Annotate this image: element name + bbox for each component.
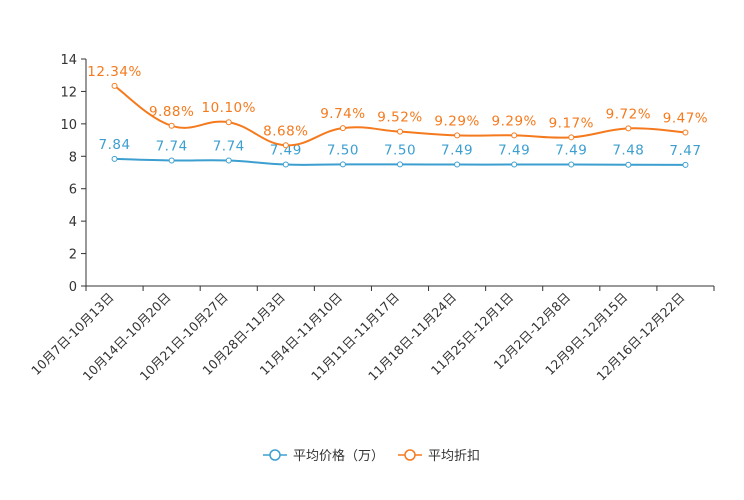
y-tick-label: 12 bbox=[60, 85, 77, 100]
data-label: 12.34% bbox=[87, 64, 141, 80]
data-label: 9.47% bbox=[663, 110, 708, 126]
data-point[interactable] bbox=[282, 161, 289, 168]
data-point[interactable] bbox=[168, 157, 175, 164]
y-tick-label: 14 bbox=[60, 53, 77, 68]
data-label: 7.50 bbox=[384, 142, 416, 158]
legend-label: 平均价格（万） bbox=[293, 448, 384, 464]
data-point[interactable] bbox=[454, 132, 461, 139]
data-point[interactable] bbox=[225, 157, 232, 164]
data-label: 7.74 bbox=[213, 139, 245, 155]
data-label: 8.68% bbox=[263, 123, 308, 139]
data-label: 7.84 bbox=[99, 137, 131, 153]
data-label: 9.52% bbox=[377, 110, 422, 126]
data-point[interactable] bbox=[682, 129, 689, 136]
data-label: 9.29% bbox=[434, 113, 479, 129]
data-point[interactable] bbox=[568, 134, 575, 141]
legend-swatch-marker[interactable] bbox=[404, 449, 416, 461]
data-point[interactable] bbox=[625, 125, 632, 132]
y-tick-label: 4 bbox=[69, 215, 77, 230]
y-tick-label: 8 bbox=[69, 150, 77, 165]
data-label: 9.72% bbox=[606, 106, 651, 122]
data-label: 7.49 bbox=[441, 143, 473, 159]
data-point[interactable] bbox=[111, 155, 118, 162]
data-point[interactable] bbox=[339, 125, 346, 132]
data-point[interactable] bbox=[168, 122, 175, 129]
legend-swatch-marker[interactable] bbox=[269, 449, 281, 461]
data-label: 9.74% bbox=[320, 106, 365, 122]
data-label: 9.29% bbox=[491, 113, 536, 129]
data-point[interactable] bbox=[454, 161, 461, 168]
data-point[interactable] bbox=[225, 119, 232, 126]
data-point[interactable] bbox=[625, 161, 632, 168]
data-label: 10.10% bbox=[201, 100, 255, 116]
data-point[interactable] bbox=[511, 132, 518, 139]
data-point[interactable] bbox=[111, 82, 118, 89]
data-point[interactable] bbox=[568, 161, 575, 168]
data-point[interactable] bbox=[339, 161, 346, 168]
data-point[interactable] bbox=[511, 161, 518, 168]
data-label: 7.49 bbox=[498, 143, 530, 159]
data-point[interactable] bbox=[282, 142, 289, 149]
data-label: 7.47 bbox=[669, 143, 701, 159]
data-point[interactable] bbox=[397, 128, 403, 135]
series-line-avg-discount bbox=[113, 85, 686, 147]
data-label: 7.49 bbox=[555, 143, 587, 159]
y-tick-label: 10 bbox=[60, 118, 77, 133]
data-point[interactable] bbox=[682, 161, 689, 168]
y-tick-label: 6 bbox=[69, 183, 77, 198]
y-tick-label: 0 bbox=[69, 280, 77, 295]
data-label: 9.17% bbox=[549, 115, 594, 131]
data-label: 7.49 bbox=[270, 143, 302, 159]
data-label: 9.88% bbox=[149, 104, 194, 120]
data-label: 7.50 bbox=[327, 142, 359, 158]
data-label: 7.74 bbox=[156, 139, 188, 155]
data-label: 7.48 bbox=[612, 143, 644, 159]
y-tick-label: 2 bbox=[69, 248, 77, 263]
data-point[interactable] bbox=[397, 161, 403, 168]
legend-label: 平均折扣 bbox=[428, 449, 480, 464]
